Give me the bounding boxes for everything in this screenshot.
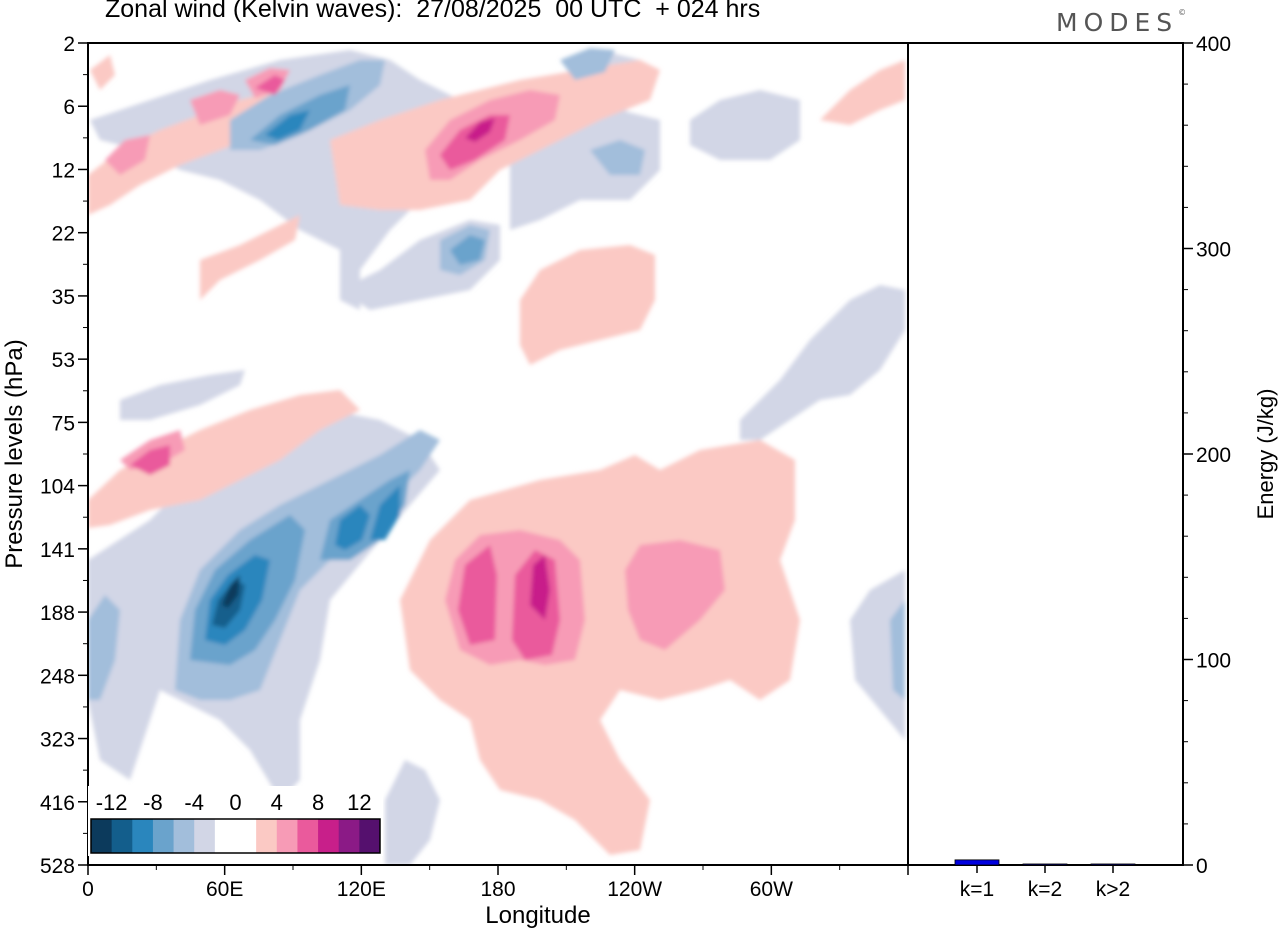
x-axis-label: Longitude [485,902,590,929]
y-tick-label: 528 [40,855,75,878]
colorbar-swatch [111,819,133,853]
y-tick-label: 416 [40,792,75,815]
colorbar-swatch [173,819,195,853]
pos-region-22 [200,215,300,300]
colorbar-swatch [194,819,216,853]
colorbar-swatch [276,819,298,853]
colorbar-label: -12 [96,790,128,815]
energy-category-label: k=1 [960,878,994,901]
neg-core-west-deepest [222,575,240,608]
neg-core-mid [335,505,370,550]
x-tick-label: 120W [607,878,662,901]
energy-bar [1090,863,1136,866]
neg-region-mid-left [120,370,245,420]
colorbar-label: -8 [143,790,163,815]
pos-mid-left-upper [105,135,150,175]
pos-region-top-right [820,60,905,125]
neg-region-east-upper [690,90,800,160]
y-tick-label: 2 [63,33,75,56]
energy-y-tick-label: 100 [1196,650,1231,673]
neg-region-bottom [385,760,440,865]
y-tick-label: 22 [52,223,75,246]
energy-axis-label: Energy (J/kg) [1253,389,1278,520]
pos-core-upper [465,118,495,142]
y-tick-label: 323 [40,729,75,752]
colorbar-swatch [359,819,381,853]
colorbar-swatch [91,819,113,853]
colorbar-label: 4 [271,790,283,815]
y-tick-label: 188 [40,602,75,625]
energy-y-tick-label: 300 [1196,239,1231,262]
energy-category-label: k=2 [1028,878,1062,901]
colorbar-frame [90,818,381,854]
pos-region-top-left [90,55,115,90]
energy-bar [1022,863,1068,866]
neg-mid-west-edge [88,595,120,700]
x-tick-label: 120E [337,878,386,901]
colorbar-swatch [318,819,340,853]
energy-bar [954,859,1000,866]
heatmap-field [88,43,908,865]
colorbar-label: -4 [184,790,204,815]
colorbar-swatch [214,819,236,853]
neg-region-east-low [850,570,905,740]
energy-y-tick-label: 400 [1196,33,1231,56]
pos-core-central [530,555,550,620]
y-tick-label: 35 [52,286,75,309]
colorbar-label: 8 [312,790,324,815]
energy-y-tick-label: 200 [1196,444,1231,467]
pos-strong-central-1 [458,545,497,645]
pos-region-mid-upper [520,245,655,365]
neg-strong-upper2 [450,235,485,265]
y-tick-label: 53 [52,349,75,372]
neg-mid-mid2 [590,140,645,175]
colorbar: -12 -8 -4 0 4 8 12 [88,786,383,856]
energy-category-label: k>2 [1096,878,1130,901]
y-axis-label: Pressure levels (hPa) [1,339,28,568]
colorbar-label: 12 [347,790,371,815]
x-tick-label: 60W [750,878,793,901]
y-tick-label: 6 [63,96,75,119]
energy-frame [907,42,1184,866]
y-tick-label: 12 [52,159,75,182]
colorbar-swatch [132,819,154,853]
neg-region-east-mid [740,285,905,440]
colorbar-label: 0 [229,790,241,815]
pos-strong-upper-mid [255,75,285,95]
y-tick-label: 75 [52,412,75,435]
neg-mid-top [560,48,615,80]
y-tick-label: 141 [40,539,75,562]
colorbar-swatch [297,819,319,853]
colorbar-swatch [256,819,278,853]
pos-region-mid-left [88,390,360,528]
pos-strong-upper [440,115,510,170]
energy-y-tick-label: 0 [1196,855,1208,878]
colorbar-swatch [338,819,360,853]
pos-strong-left [130,445,170,475]
colorbar-swatch [235,819,257,853]
energy-panel: 0 100 200 300 400 Energy (J/kg) k=1 k=2 k>2 [907,33,1278,901]
y-tick-label: 248 [40,665,75,688]
neg-mid-east [890,600,905,700]
pos-mid-upper-left2 [190,90,240,125]
brand-logo: MODES© [1056,8,1187,37]
pos-mid-east [625,540,725,650]
chart-title: Zonal wind (Kelvin waves): 27/08/2025 00… [105,0,761,23]
colorbar-swatch [152,819,175,853]
x-tick-label: 180 [480,878,515,901]
x-tick-label: 0 [82,878,94,901]
neg-core-upper [265,110,310,140]
neg-core-mid2 [370,485,400,540]
x-tick-label: 60E [206,878,243,901]
y-tick-label: 104 [40,476,75,499]
